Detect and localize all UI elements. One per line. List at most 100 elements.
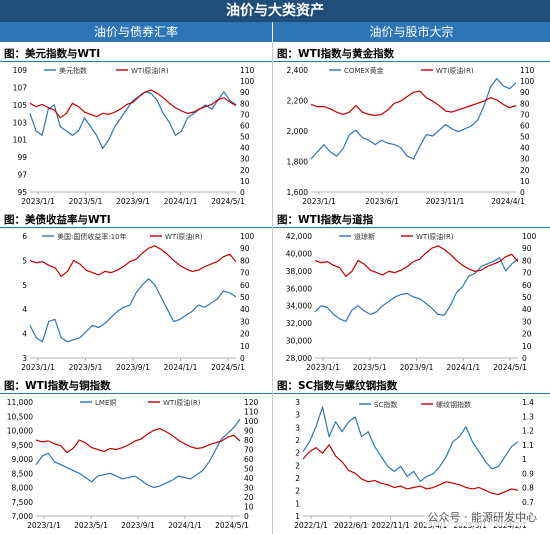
legend-label: SC指数 <box>374 400 397 409</box>
series-line-1 <box>35 427 241 454</box>
plot-area: 7,000 7,500 8,000 8,500 9,000 9,500 10,000 10,5… <box>7 398 259 530</box>
x-axis-tick-label: 2023/9/1 <box>121 521 155 530</box>
chart-title: 图：WTI指数与道指 <box>277 214 374 226</box>
right-axis-tick-label: 10 <box>244 503 254 512</box>
x-axis-tick-label: 2023/9/1 <box>400 363 434 372</box>
right-axis-tick-label: 100 <box>244 417 259 426</box>
x-axis-tick-label: 2023/9/1 <box>116 363 150 372</box>
left-axis-tick-label: 9,500 <box>12 441 34 450</box>
chart-title: 图：WTI指数与黄金指数 <box>277 48 395 60</box>
right-axis-tick-label: 100 <box>522 232 537 241</box>
watermark: 公众号 · 能源研发中心 <box>424 508 540 526</box>
right-axis-tick-label: 40 <box>520 144 530 153</box>
left-axis-tick-label: 34,000 <box>286 302 312 311</box>
x-axis-tick-label: 2023/5/1 <box>74 521 108 530</box>
left-axis-tick-label: 9,000 <box>12 455 34 464</box>
chart-panel-usd-wti: 图：美元指数与WTI 95 97 99 101 103 105 107 109 0 10 20 30 4… <box>0 44 272 210</box>
left-axis-tick-label: 5 <box>22 256 27 265</box>
x-axis-tick-label: 2024/1/1 <box>164 363 198 372</box>
x-axis-tick-label: 2022/11/1 <box>371 521 410 530</box>
right-axis-tick-label: 120 <box>244 398 259 407</box>
right-axis-tick-label: 0 <box>520 188 525 197</box>
chart-wti-vs-dow: 28,000 30,000 32,000 34,000 36,000 38,000 40,0… <box>286 232 537 372</box>
right-axis-tick-label: 90 <box>240 88 250 97</box>
plot-area: 1,600 1,800 2,000 2,200 2,400 0 10 20 30 40 50 60 70… <box>287 66 535 206</box>
chart-panel-wti-gold: 图：WTI指数与黄金指数 1,600 1,800 2,000 2,200 2,400 0 1… <box>273 44 550 210</box>
left-axis-tick-label: 99 <box>17 153 27 162</box>
left-axis-tick-label: 3 <box>295 411 300 420</box>
right-axis-tick-label: 20 <box>244 493 254 502</box>
x-axis-tick-label: 2023/1/1 <box>306 363 340 372</box>
left-axis-tick-label: 2,400 <box>287 66 309 75</box>
left-axis-tick-label: 97 <box>17 171 27 180</box>
right-axis-tick-label: 40 <box>244 474 254 483</box>
right-axis-tick-label: 50 <box>522 293 532 302</box>
title-rule <box>0 61 272 62</box>
legend-label: 螺纹钢指数 <box>436 400 471 409</box>
chart-usd-index-vs-wti: 95 97 99 101 103 105 107 109 0 10 20 30 40 50 60 70 80 90… <box>13 66 255 206</box>
series-line-0 <box>314 257 519 323</box>
right-axis-tick-label: 70 <box>244 446 254 455</box>
left-axis-tick-label: 30,000 <box>286 337 312 346</box>
left-axis-tick-label: 4 <box>22 305 27 314</box>
right-axis-tick-label: 90 <box>244 427 254 436</box>
legend-label: 美元指数 <box>59 66 87 75</box>
right-axis-tick-label: 0.8 <box>522 484 534 493</box>
x-axis-tick-label: 2024/5/1 <box>215 521 249 530</box>
chart-panel-wti-dow: 图：WTI指数与道指 28,000 30,000 32,000 34,000 36,00… <box>273 210 550 376</box>
right-axis-tick-label: 70 <box>240 110 250 119</box>
right-axis-tick-label: 60 <box>244 455 254 464</box>
left-axis-tick-label: 107 <box>13 83 28 92</box>
title-rule <box>0 227 272 228</box>
x-axis-tick-label: 2023/1/1 <box>21 197 55 206</box>
right-axis-tick-label: 1 <box>522 455 527 464</box>
legend-label: LME铜 <box>95 398 116 407</box>
left-axis-tick-label: 42,000 <box>286 232 312 241</box>
x-axis-tick-label: 2023/1/1 <box>302 197 336 206</box>
left-axis-tick-label: 2 <box>295 474 300 483</box>
series-line-1 <box>310 90 517 117</box>
left-axis-tick-label: 1,800 <box>287 158 309 167</box>
right-axis-tick-label: 60 <box>520 121 530 130</box>
left-axis-tick-label: 5 <box>22 281 27 290</box>
x-axis-tick-label: 2023/5/1 <box>69 197 103 206</box>
right-axis-tick-label: 110 <box>244 408 259 417</box>
right-axis-tick-label: 80 <box>240 99 250 108</box>
x-axis-tick-label: 2022/6/1 <box>334 521 368 530</box>
x-axis-tick-label: 2023/1/1 <box>27 521 61 530</box>
left-axis-tick-label: 8,000 <box>12 484 34 493</box>
right-axis-tick-label: 20 <box>520 166 530 175</box>
right-axis-tick-label: 80 <box>244 436 254 445</box>
left-axis-tick-label: 3 <box>295 423 300 432</box>
right-axis-tick-label: 40 <box>240 305 250 314</box>
legend-label: 美国:国债收益率:10年 <box>57 232 127 241</box>
left-axis-tick-label: 4 <box>22 330 27 339</box>
left-axis-tick-label: 2,200 <box>287 97 309 106</box>
x-axis-tick-label: 2024/5/1 <box>211 363 245 372</box>
title-rule <box>0 393 272 394</box>
legend-label: 道琼斯 <box>354 232 375 241</box>
right-axis-tick-label: 70 <box>240 269 250 278</box>
right-axis-tick-label: 20 <box>522 330 532 339</box>
x-axis-tick-label: 2023/11/1 <box>426 197 465 206</box>
right-axis-tick-label: 60 <box>522 281 532 290</box>
left-axis-tick-label: 2,000 <box>287 127 309 136</box>
left-axis-tick-label: 28,000 <box>286 354 312 363</box>
right-axis-tick-label: 60 <box>240 281 250 290</box>
legend-label: WTI原油(R) <box>436 66 474 75</box>
left-axis-tick-label: 3 <box>22 354 27 363</box>
right-axis-tick-label: 50 <box>240 133 250 142</box>
right-axis-tick-label: 110 <box>520 66 535 75</box>
legend-label: COMEX黄金 <box>344 66 384 75</box>
right-axis-tick-label: 0 <box>244 512 249 521</box>
right-axis-tick-label: 10 <box>240 342 250 351</box>
x-axis-tick-label: 2023/5/1 <box>69 363 103 372</box>
right-axis-tick-label: 0 <box>240 188 245 197</box>
left-axis-tick-label: 8,500 <box>12 469 34 478</box>
plot-area: 95 97 99 101 103 105 107 109 0 10 20 30 40 50 60 70 80 90… <box>13 66 255 206</box>
left-axis-tick-label: 103 <box>13 118 28 127</box>
chart-panel-ust-wti: 图：美债收益率与WTI 3 4 4 5 5 6 0 10 20 30 40 50 60 70 80 90 100… <box>0 210 272 376</box>
right-axis-tick-label: 80 <box>240 256 250 265</box>
series-line-0 <box>302 406 519 482</box>
x-axis-tick-label: 2024/5/1 <box>493 363 527 372</box>
